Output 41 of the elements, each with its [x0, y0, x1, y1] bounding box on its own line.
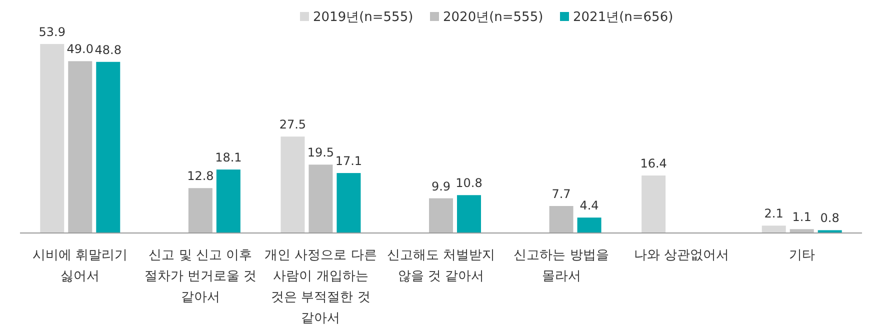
data-label: 48.8: [94, 42, 122, 57]
bar: [429, 198, 453, 233]
bar: [280, 136, 305, 233]
bar: [96, 62, 120, 233]
bar: [549, 206, 574, 233]
data-label: 7.7: [552, 187, 571, 201]
legend-label: 2019년(n=555): [313, 10, 414, 25]
data-label: 49.0: [66, 42, 94, 56]
data-label: 9.9: [431, 179, 451, 194]
bar: [336, 173, 361, 233]
x-tick-label: 개인 사정으로 다른 사람이 개입하는 것은 부적절한 것 같아서: [264, 248, 377, 326]
x-tick-label: 시비에 휘말리기 싫어서: [32, 248, 128, 284]
legend-label: 2020년(n=555): [443, 10, 544, 25]
x-tick-label: 신고해도 처벌받지 않을 것 같아서: [386, 248, 496, 284]
data-label: 18.1: [215, 150, 242, 165]
data-label: 0.8: [820, 211, 840, 226]
bar: [790, 229, 814, 233]
x-tick-label: 신고하는 방법을 몰라서: [514, 248, 609, 284]
data-label: 10.8: [456, 176, 482, 190]
bar: [40, 44, 64, 233]
x-tick-label: 나와 상관없어서: [634, 248, 730, 263]
bar: [188, 188, 212, 233]
bar: [577, 218, 602, 233]
data-label: 27.5: [279, 118, 306, 132]
data-label: 53.9: [38, 25, 66, 39]
data-label: 12.8: [187, 169, 214, 184]
bar: [308, 164, 333, 233]
bar: [642, 175, 666, 233]
bar: [68, 61, 92, 233]
data-label: 2.1: [764, 206, 784, 221]
data-label: 17.1: [335, 154, 362, 168]
data-label: 16.4: [640, 156, 667, 170]
legend-label: 2021년(n=656): [573, 10, 674, 25]
x-tick-label: 신고 및 신고 이후 절차가 번거로울 것 같아서: [144, 248, 257, 305]
x-tick-label: 기타: [788, 248, 815, 263]
bar: [457, 195, 481, 233]
data-label: 19.5: [307, 146, 334, 160]
data-label: 1.1: [792, 210, 812, 224]
bar: [762, 226, 786, 233]
data-label: 4.4: [580, 198, 599, 213]
bar: [216, 170, 240, 233]
